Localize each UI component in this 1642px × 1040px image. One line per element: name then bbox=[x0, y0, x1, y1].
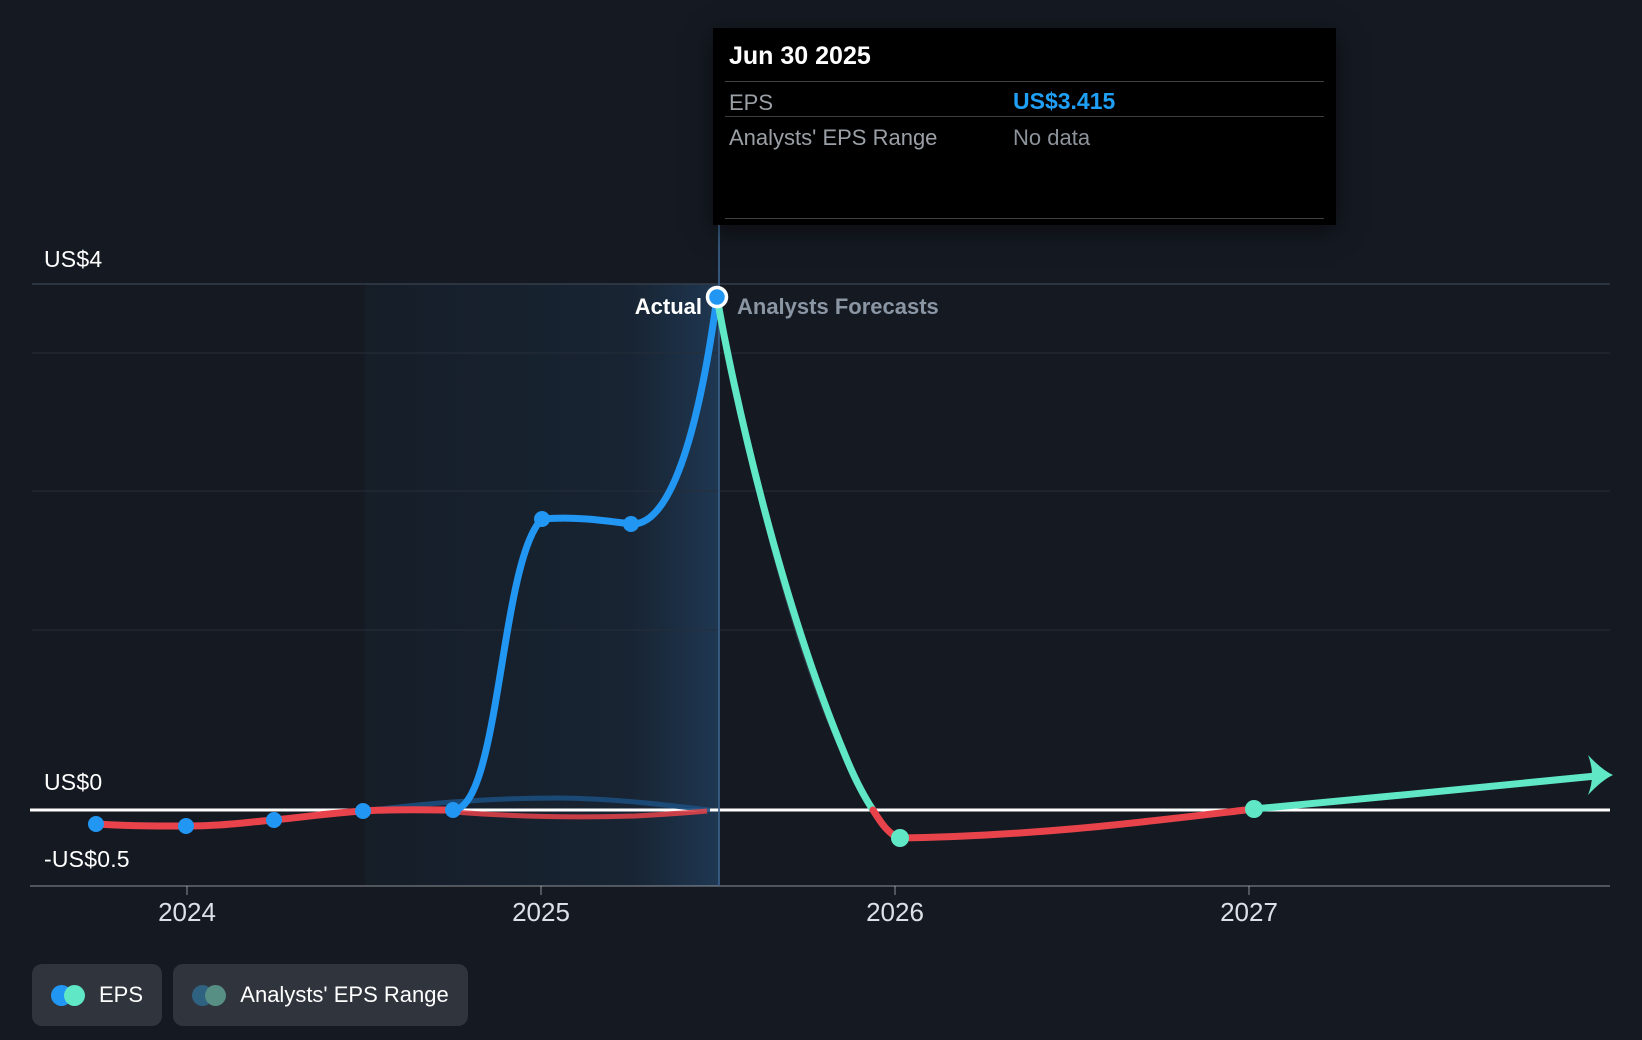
forecast-data-points bbox=[891, 800, 1263, 847]
legend-button-eps[interactable]: EPS bbox=[32, 964, 162, 1026]
legend-label: Analysts' EPS Range bbox=[240, 982, 449, 1007]
range-ghost-curve bbox=[718, 304, 869, 805]
forecast-arrowhead-icon bbox=[1588, 755, 1613, 795]
legend-label: EPS bbox=[98, 982, 144, 1007]
forecast-eps-line-recovery[interactable] bbox=[1250, 772, 1600, 813]
data-point[interactable] bbox=[1245, 800, 1263, 818]
range-lower-edge bbox=[452, 808, 708, 820]
x-axis-label-2024: 2024 bbox=[158, 897, 216, 927]
data-point[interactable] bbox=[88, 816, 104, 832]
tooltip-range-value: No data bbox=[1013, 125, 1091, 150]
data-point[interactable] bbox=[891, 829, 909, 847]
data-point[interactable] bbox=[266, 812, 282, 828]
range-upper-edge bbox=[344, 795, 711, 816]
tooltip-divider bbox=[725, 218, 1324, 219]
data-point[interactable] bbox=[534, 511, 550, 527]
range-legend-swatch-icon bbox=[192, 984, 227, 1006]
x-axis-label-2025: 2025 bbox=[512, 897, 570, 927]
tooltip-date: Jun 30 2025 bbox=[729, 42, 871, 70]
y-axis-label-neg05: -US$0.5 bbox=[44, 846, 130, 872]
data-point[interactable] bbox=[445, 802, 461, 818]
forecast-eps-line-descent[interactable] bbox=[713, 293, 877, 814]
x-axis-label-2026: 2026 bbox=[866, 897, 924, 927]
chart-tooltip: Jun 30 2025 EPS US$3.415 Analysts' EPS R… bbox=[713, 28, 1336, 225]
y-axis-label-0: US$0 bbox=[44, 769, 103, 795]
x-axis-label-2027: 2027 bbox=[1220, 897, 1278, 927]
actual-data-points bbox=[88, 511, 639, 834]
data-point[interactable] bbox=[623, 516, 639, 532]
x-axis bbox=[30, 885, 1610, 895]
hovered-data-point[interactable] bbox=[705, 285, 729, 309]
actual-eps-line[interactable] bbox=[449, 293, 721, 814]
data-point[interactable] bbox=[178, 818, 194, 834]
forecast-phase-label: Analysts Forecasts bbox=[737, 294, 939, 319]
past-year-highlight-band bbox=[365, 284, 719, 886]
tooltip-range-label: Analysts' EPS Range bbox=[729, 125, 938, 150]
tooltip-divider bbox=[725, 81, 1324, 82]
actual-phase-label: Actual bbox=[634, 294, 702, 319]
forecast-eps-negative-segment[interactable] bbox=[869, 805, 1258, 842]
gridlines bbox=[32, 283, 1610, 631]
tooltip-eps-label: EPS bbox=[729, 90, 774, 115]
tooltip-divider bbox=[725, 116, 1324, 117]
data-point[interactable] bbox=[355, 803, 371, 819]
y-axis-label-4: US$4 bbox=[44, 246, 103, 272]
tooltip-eps-value: US$3.415 bbox=[1013, 88, 1116, 114]
eps-legend-swatch-icon bbox=[50, 984, 85, 1006]
legend-button-analysts-eps-range[interactable]: Analysts' EPS Range bbox=[173, 964, 468, 1026]
